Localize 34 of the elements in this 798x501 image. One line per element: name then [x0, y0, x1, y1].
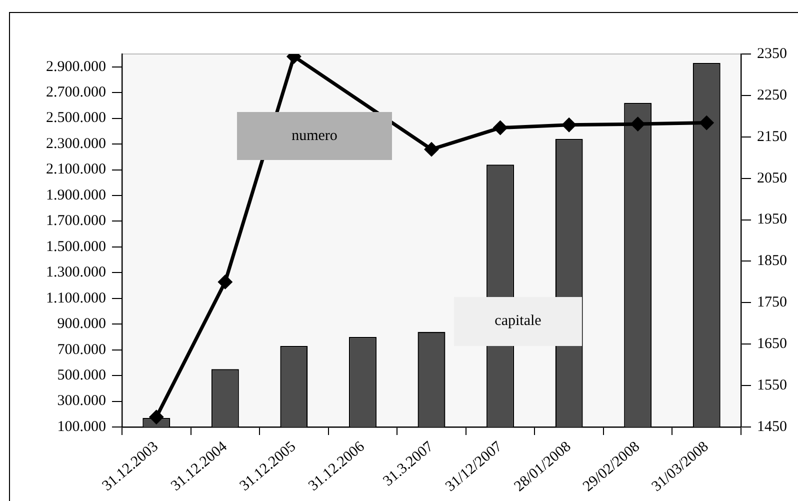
y-tick-label: 2.100.000 [46, 162, 106, 178]
point [424, 142, 438, 156]
y2-tick-label: 1750 [757, 294, 787, 311]
point [494, 121, 508, 135]
y2-tick-label: 1550 [757, 377, 787, 394]
name-box: capitale [454, 297, 582, 346]
y2-tick-label: 2350 [757, 46, 787, 62]
y-tick-label: 1.100.000 [46, 290, 106, 306]
y-tick-label: 300.000 [57, 393, 106, 410]
point [631, 117, 645, 131]
y-tick-label: 700.000 [57, 342, 106, 358]
y-tick-label: 2.900.000 [46, 58, 106, 75]
point [562, 118, 576, 132]
y-tick-label: 1.700.000 [46, 213, 106, 230]
y-tick-label: 1.500.000 [46, 238, 106, 255]
y2-tick-label: 2250 [757, 87, 787, 104]
y-tick-label: 500.000 [57, 367, 106, 384]
y-tick-label: 2.300.000 [46, 136, 106, 152]
y-tick-label: 1.900.000 [46, 187, 106, 204]
y2-tick-label: 2150 [757, 128, 787, 145]
y2-tick-label: 1650 [757, 336, 787, 352]
y2-tick-label: 2050 [757, 170, 787, 186]
y-tick-label: 1.300.000 [46, 264, 106, 281]
point [218, 275, 232, 289]
y2-tick-label: 1850 [757, 253, 787, 270]
y-tick-label: 900.000 [57, 316, 106, 332]
y-tick-label: 2.500.000 [46, 110, 106, 126]
y-tick-label: 2.700.000 [46, 84, 106, 101]
point [700, 116, 714, 130]
y-tick-label: 100.000 [57, 418, 106, 435]
point [150, 410, 164, 424]
y2-tick-label: 1450 [757, 418, 787, 435]
name-box: numero [237, 112, 392, 160]
y2-tick-label: 1950 [757, 212, 787, 228]
